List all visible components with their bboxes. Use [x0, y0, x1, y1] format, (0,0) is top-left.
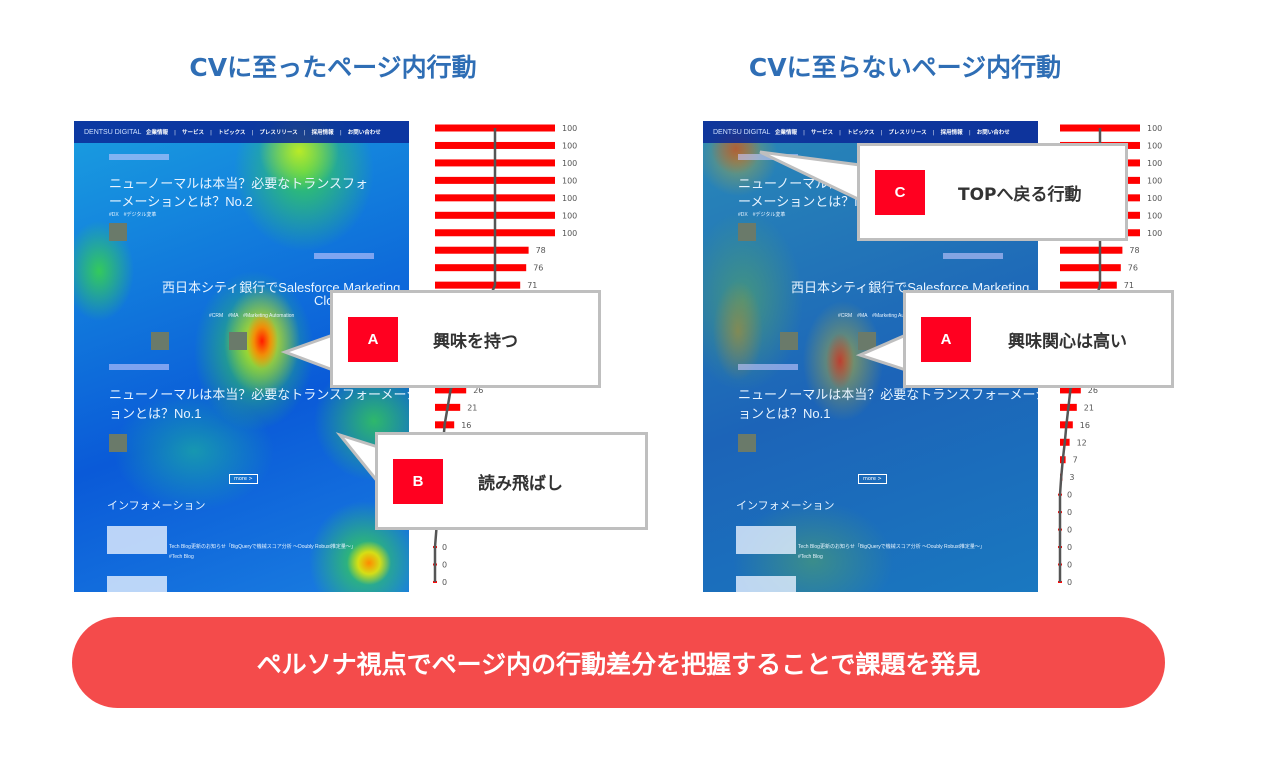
site-nav: 企業情報サービストピックスプレスリリース採用情報お問い合わせ: [775, 128, 1010, 136]
more-button[interactable]: more >: [858, 474, 887, 484]
bar-value-label: 78: [536, 246, 546, 255]
bar-value-label: 26: [473, 386, 483, 395]
bar-value-label: 16: [1080, 421, 1090, 430]
bar-value-label: 16: [461, 421, 471, 430]
summary-banner: ペルソナ視点でページ内の行動差分を把握することで課題を発見: [72, 617, 1165, 708]
info-heading: インフォメーション: [107, 500, 206, 512]
tags: #CRM #MA #Marketing Automation: [838, 313, 924, 319]
bar-value-label: 26: [1088, 386, 1098, 395]
article-title: Clo: [314, 293, 334, 308]
badge-a: A: [921, 317, 971, 362]
site-logo: DENTSU DIGITAL: [84, 128, 142, 136]
bar-value-label: 0: [1067, 491, 1072, 500]
left-title: CVに至ったページ内行動: [189, 53, 477, 82]
bar-value-label: 3: [1069, 473, 1074, 482]
badge-c: C: [875, 170, 925, 215]
article-title: ョンとは？No.1: [738, 406, 831, 421]
bar-value-label: 100: [562, 194, 577, 203]
badge-a: A: [348, 317, 398, 362]
more-button[interactable]: more >: [229, 474, 258, 484]
badge-b: B: [393, 459, 443, 504]
bar: [1060, 281, 1117, 289]
bar-value-label: 100: [1147, 141, 1162, 150]
info-item: Tech Blog更新のお知らせ「BigQueryで機械スコア分析 ～Doubl…: [169, 544, 356, 550]
bar-value-label: 7: [1073, 456, 1078, 465]
article-title: ニューノーマルは本当？必要なトランスフォ: [109, 176, 368, 191]
bar-value-label: 100: [1147, 176, 1162, 185]
bar-value-label: 0: [442, 543, 447, 552]
bar-value-label: 0: [442, 578, 447, 587]
bar-value-label: 100: [1147, 124, 1162, 133]
bar-value-label: 100: [562, 229, 577, 238]
article-title: ニューノーマルは本当？必要なトランスフォーメーシ: [109, 387, 409, 402]
bar-value-label: 71: [527, 281, 537, 290]
tags: #CRM #MA #Marketing Automation: [209, 313, 295, 319]
bar-value-label: 76: [1128, 264, 1138, 273]
callout-right-a: A 興味関心は高い: [903, 290, 1174, 388]
bar-value-label: 100: [562, 159, 577, 168]
bar-value-label: 21: [467, 403, 477, 412]
bar-value-label: 100: [562, 211, 577, 220]
callout-right-c: C TOPへ戻る行動: [857, 143, 1128, 241]
bar: [1060, 246, 1123, 254]
site-nav: 企業情報サービストピックスプレスリリース採用情報お問い合わせ: [146, 128, 381, 136]
bar-value-label: 100: [1147, 229, 1162, 238]
tags: #DX #デジタル変革: [109, 212, 157, 218]
callout-text: 興味を持つ: [433, 331, 518, 352]
bar-value-label: 100: [562, 141, 577, 150]
bar-value-label: 0: [1067, 578, 1072, 587]
bar-value-label: 21: [1084, 403, 1094, 412]
bar-value-label: 12: [1077, 438, 1087, 447]
bar-value-label: 100: [562, 124, 577, 133]
bar-value-label: 71: [1124, 281, 1134, 290]
bar-value-label: 0: [1067, 561, 1072, 570]
info-item: Tech Blog更新のお知らせ「BigQueryで機械スコア分析 ～Doubl…: [798, 544, 985, 550]
callout-left-b: B 読み飛ばし: [375, 432, 648, 530]
bar-value-label: 0: [1067, 543, 1072, 552]
bar-value-label: 100: [562, 176, 577, 185]
article-title: ーメーションとは？No.2: [109, 194, 253, 209]
tags: #DX #デジタル変革: [738, 212, 786, 218]
bar: [435, 264, 527, 272]
bar: [435, 281, 521, 289]
bar-value-label: 0: [442, 561, 447, 570]
article-title: ョンとは？No.1: [109, 406, 202, 421]
info-hashtag: #Tech Blog: [798, 554, 823, 560]
right-title: CVに至らないページ内行動: [748, 53, 1062, 82]
bar: [1060, 264, 1121, 272]
bar-value-label: 100: [1147, 194, 1162, 203]
bar-value-label: 100: [1147, 159, 1162, 168]
info-heading: インフォメーション: [736, 500, 835, 512]
bar-value-label: 0: [1067, 508, 1072, 517]
info-hashtag: #Tech Blog: [169, 554, 194, 560]
callout-text: TOPへ戻る行動: [958, 184, 1082, 205]
article-title: ニューノーマルは本当？必要なトランスフォーメーシ: [738, 387, 1038, 402]
callout-text: 読み飛ばし: [478, 473, 563, 494]
bar-value-label: 76: [533, 264, 543, 273]
bar-value-label: 78: [1129, 246, 1139, 255]
callout-left-a: A 興味を持つ: [330, 290, 601, 388]
bar: [435, 246, 529, 254]
bar-value-label: 0: [1067, 526, 1072, 535]
site-logo: DENTSU DIGITAL: [713, 128, 771, 136]
callout-text: 興味関心は高い: [1008, 331, 1127, 352]
bar-value-label: 100: [1147, 211, 1162, 220]
